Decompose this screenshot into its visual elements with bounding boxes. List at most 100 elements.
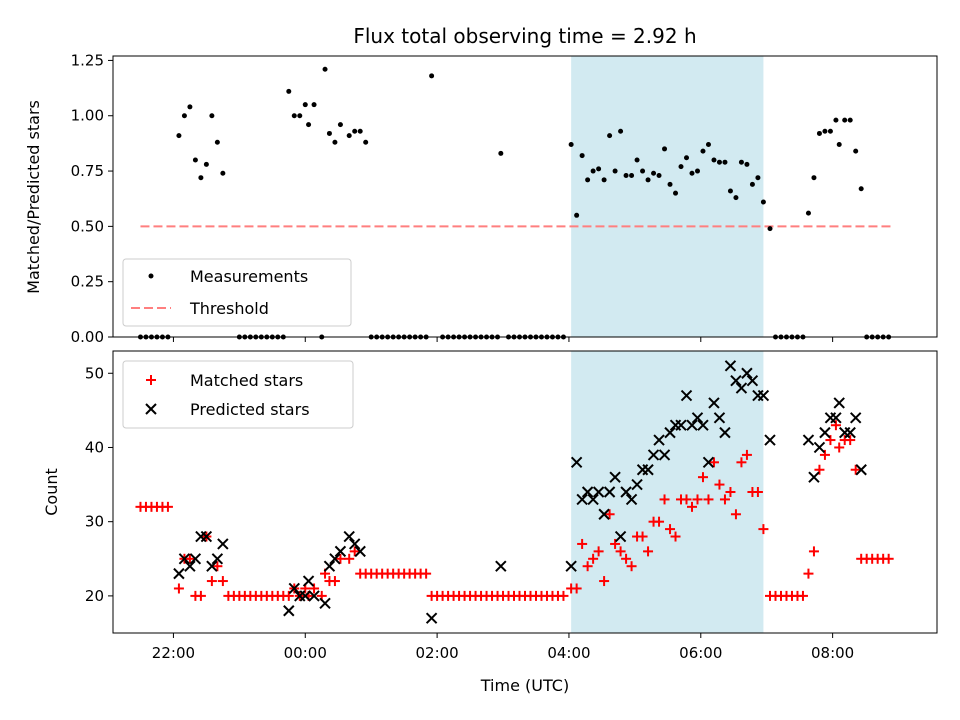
predicted-star-point: [802, 434, 815, 446]
matched-star-point: [421, 568, 432, 579]
predicted-star-point: [691, 412, 704, 424]
matched-stars-series: [135, 420, 894, 601]
matched-star-point: [736, 457, 747, 468]
matched-star-point: [808, 546, 819, 557]
predicted-star-point: [354, 545, 366, 558]
matched-star-point: [615, 546, 626, 557]
measurement-point: [760, 199, 766, 205]
predicted-star-point: [830, 412, 842, 424]
measurement-point: [645, 177, 651, 183]
predicted-star-point: [708, 397, 720, 409]
matched-star-point: [184, 553, 195, 564]
matched-star-point: [637, 531, 648, 542]
predicted-star-point: [592, 486, 605, 498]
predicted-star-point: [173, 567, 185, 580]
predicted-star-point: [184, 560, 196, 572]
matched-star-point: [730, 509, 741, 520]
predicted-star-point: [211, 553, 224, 565]
matched-star-point: [697, 472, 708, 483]
matched-star-point: [582, 561, 593, 572]
matched-star-point: [883, 553, 894, 564]
predicted-star-point: [664, 426, 676, 439]
legend-marker-predicted-stars: [145, 403, 157, 415]
top-y-ticks: 0.00 0.25 0.50 0.75 1.00 1.25: [71, 51, 113, 346]
predicted-star-point: [587, 493, 599, 506]
predicted-star-point: [609, 471, 621, 483]
measurement-point: [286, 88, 292, 94]
measurement-point: [192, 157, 198, 163]
measurement-point: [176, 133, 182, 139]
predicted-star-point: [283, 605, 295, 617]
measurement-point: [822, 128, 828, 134]
measurement-point: [352, 128, 358, 134]
matched-star-point: [703, 494, 714, 505]
matched-star-point: [659, 494, 670, 505]
chart-title: Flux total observing time = 2.92 h: [353, 24, 696, 48]
matched-star-point: [626, 561, 637, 572]
matched-star-point: [719, 494, 730, 505]
measurement-point: [618, 128, 624, 134]
predicted-star-point: [598, 508, 610, 520]
predicted-star-point: [813, 441, 826, 454]
matched-star-point: [173, 583, 184, 594]
measurement-point: [306, 122, 312, 128]
bottom-y-tick-label: 30: [85, 513, 104, 531]
legend-label-measurements: Measurements: [190, 267, 308, 286]
measurement-point: [858, 186, 864, 192]
predicted-star-point: [680, 389, 693, 402]
matched-star-point: [206, 576, 217, 587]
measurement-point: [187, 104, 193, 110]
measurement-point: [749, 181, 755, 187]
top-y-tick-label: 1.25: [71, 51, 104, 69]
predicted-star-point: [849, 412, 862, 424]
top-shaded-span: [571, 56, 764, 337]
matched-star-point: [599, 576, 610, 587]
matched-star-point: [686, 501, 697, 512]
measurement-point: [209, 113, 215, 119]
predicted-star-point: [217, 538, 229, 550]
measurement-point: [332, 139, 338, 145]
measurement-point: [203, 161, 209, 167]
predicted-star-point: [495, 560, 507, 572]
legend-marker-measurements: [148, 273, 154, 279]
measurement-point: [678, 164, 684, 170]
bottom-legend: Matched stars Predicted stars: [122, 360, 354, 429]
matched-star-point: [670, 531, 681, 542]
predicted-star-point: [713, 412, 726, 424]
measurement-point: [607, 133, 613, 139]
measurement-point: [429, 73, 435, 79]
predicted-star-point: [735, 382, 748, 394]
measurement-point: [601, 177, 607, 183]
measurement-point: [705, 142, 711, 148]
measurement-point: [689, 170, 695, 176]
top-y-tick-label: 0.75: [71, 162, 104, 180]
measurement-point: [836, 142, 842, 148]
predicted-star-point: [603, 486, 616, 498]
measurement-point: [816, 130, 822, 136]
predicted-star-point: [299, 590, 311, 602]
measurement-point: [805, 210, 811, 216]
legend-label-predicted-stars: Predicted stars: [190, 400, 310, 419]
predicted-star-point: [302, 575, 315, 587]
measurement-point: [811, 175, 817, 181]
matched-star-point: [681, 494, 692, 505]
measurement-point: [590, 168, 596, 174]
predicted-star-point: [189, 553, 202, 565]
bottom-y-tick-label: 20: [85, 587, 104, 605]
measurement-point: [198, 175, 204, 181]
predicted-star-point: [686, 419, 698, 431]
predicted-star-point: [323, 560, 336, 572]
matched-star-point: [803, 568, 814, 579]
predicted-star-point: [200, 530, 213, 543]
matched-star-point: [162, 501, 173, 512]
matched-star-point: [714, 479, 725, 490]
predicted-star-point: [348, 538, 361, 550]
measurement-point: [853, 148, 859, 154]
predicted-star-point: [570, 456, 583, 469]
bottom-x-tick-label: 02:00: [415, 644, 458, 662]
measurement-point: [634, 157, 640, 163]
predicted-star-point: [741, 367, 753, 379]
matched-star-point: [752, 487, 763, 497]
predicted-star-point: [647, 449, 660, 461]
measurement-point: [623, 172, 629, 178]
